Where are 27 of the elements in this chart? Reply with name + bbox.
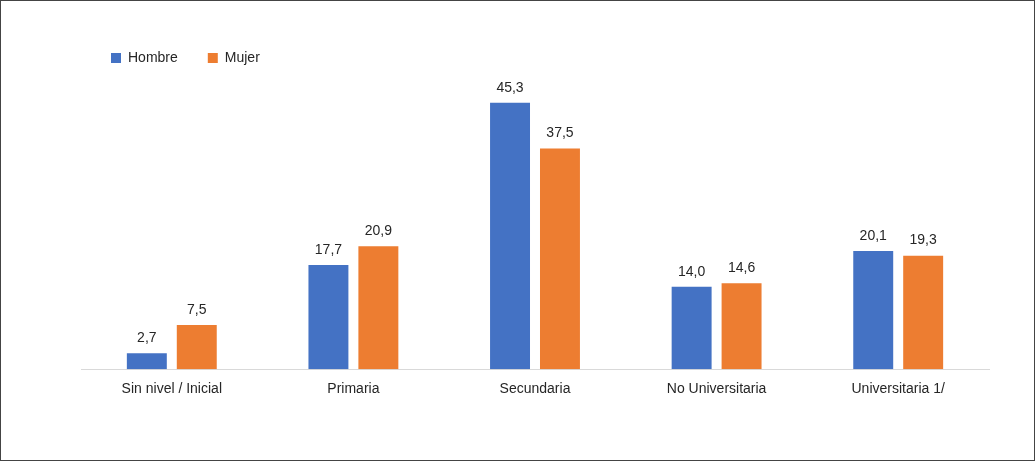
bar	[539, 148, 580, 370]
data-label: 20,1	[859, 226, 888, 243]
data-label: 20,9	[364, 222, 393, 239]
bar	[671, 286, 712, 370]
data-label: 14,0	[678, 262, 706, 279]
bar	[721, 283, 762, 370]
bar	[903, 255, 944, 370]
x-tick-label: Primaria	[327, 380, 380, 397]
legend-label: Hombre	[128, 48, 179, 65]
bar	[358, 246, 399, 370]
data-label: 37,5	[546, 124, 574, 141]
x-tick-label: Secundaria	[499, 380, 571, 397]
data-label: 19,3	[909, 231, 938, 248]
legend-label: Mujer	[224, 48, 261, 65]
x-tick-label: Universitaria 1/	[851, 380, 945, 397]
bar	[176, 325, 217, 370]
data-label: 45,3	[496, 78, 524, 95]
bar	[308, 265, 349, 370]
data-label: 17,7	[314, 240, 343, 257]
x-tick-label: No Universitaria	[666, 380, 767, 397]
data-label: 14,6	[727, 259, 756, 276]
bar	[853, 250, 894, 370]
x-tick-label: Sin nivel / Inicial	[121, 380, 222, 397]
data-label: 7,5	[187, 300, 207, 317]
bar	[490, 102, 531, 370]
data-label: 2,7	[137, 329, 157, 346]
bar	[126, 353, 167, 370]
